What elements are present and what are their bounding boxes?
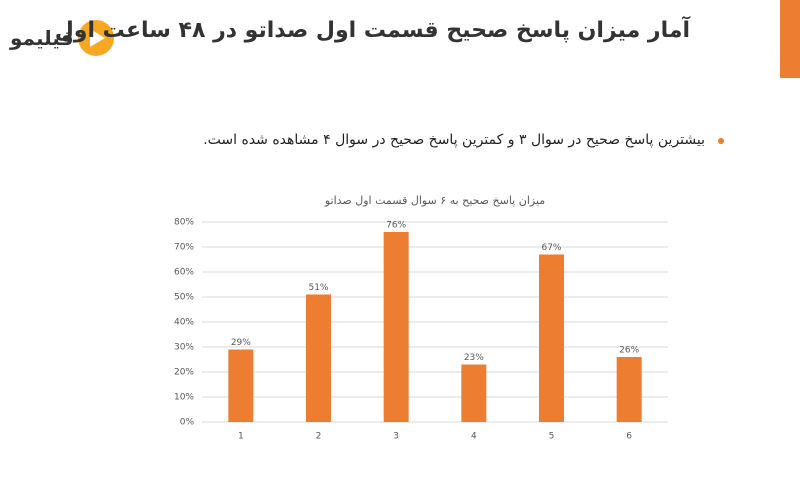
x-tick-label: 4: [471, 432, 477, 442]
y-tick-label: 80%: [174, 218, 194, 228]
y-tick-label: 0%: [180, 418, 195, 428]
y-tick-label: 20%: [174, 368, 194, 378]
bullet-text: بیشترین پاسخ صحیح در سوال ۳ و کمترین پاس…: [203, 132, 705, 148]
value-label: 67%: [541, 243, 561, 253]
x-tick-label: 5: [549, 432, 555, 442]
value-label: 76%: [386, 221, 406, 231]
x-tick-label: 2: [316, 432, 322, 442]
y-tick-label: 30%: [174, 343, 194, 353]
value-label: 29%: [231, 338, 251, 348]
value-label: 26%: [619, 346, 639, 356]
bar: [306, 294, 331, 422]
x-tick-label: 6: [626, 432, 632, 442]
accent-bar: [780, 0, 800, 78]
y-tick-label: 50%: [174, 293, 194, 303]
bar: [616, 357, 642, 422]
y-tick-label: 10%: [174, 393, 194, 403]
slide-title: آمار میزان پاسخ صحیح قسمت اول صداتو در ۴…: [54, 18, 690, 43]
y-tick-label: 40%: [174, 318, 194, 328]
bar: [539, 254, 564, 422]
y-tick-label: 60%: [174, 268, 194, 278]
bullet-dot: [718, 138, 724, 144]
bar: [228, 349, 254, 422]
bar: [383, 232, 409, 422]
x-tick-label: 1: [238, 432, 244, 442]
value-label: 23%: [464, 353, 484, 363]
y-tick-label: 70%: [174, 243, 194, 253]
x-tick-label: 3: [393, 432, 399, 442]
value-label: 51%: [308, 283, 328, 293]
bar: [461, 364, 487, 422]
chart-title: میزان پاسخ صحیح به ۶ سوال قسمت اول صداتو: [324, 194, 545, 207]
logo: فیلیمو: [10, 26, 74, 50]
logo-icon: [78, 20, 114, 56]
chart: میزان پاسخ صحیح به ۶ سوال قسمت اول صداتو…: [174, 194, 668, 442]
